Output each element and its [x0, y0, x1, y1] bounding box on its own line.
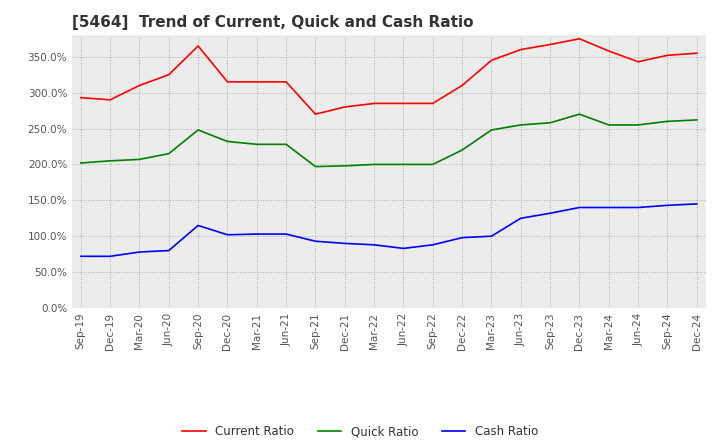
Current Ratio: [516, 47, 525, 52]
Current Ratio: [341, 104, 349, 110]
Current Ratio: [106, 97, 114, 103]
Current Ratio: [575, 36, 584, 41]
Quick Ratio: [370, 162, 379, 167]
Cash Ratio: [164, 248, 173, 253]
Quick Ratio: [458, 147, 467, 153]
Quick Ratio: [428, 162, 437, 167]
Cash Ratio: [428, 242, 437, 247]
Current Ratio: [663, 53, 672, 58]
Current Ratio: [634, 59, 642, 64]
Cash Ratio: [516, 216, 525, 221]
Current Ratio: [399, 101, 408, 106]
Cash Ratio: [341, 241, 349, 246]
Quick Ratio: [194, 127, 202, 132]
Current Ratio: [458, 83, 467, 88]
Cash Ratio: [605, 205, 613, 210]
Cash Ratio: [663, 203, 672, 208]
Cash Ratio: [546, 211, 554, 216]
Cash Ratio: [634, 205, 642, 210]
Quick Ratio: [575, 111, 584, 117]
Quick Ratio: [282, 142, 290, 147]
Cash Ratio: [76, 254, 85, 259]
Quick Ratio: [341, 163, 349, 169]
Cash Ratio: [311, 238, 320, 244]
Quick Ratio: [106, 158, 114, 164]
Quick Ratio: [311, 164, 320, 169]
Current Ratio: [164, 72, 173, 77]
Current Ratio: [194, 43, 202, 48]
Cash Ratio: [282, 231, 290, 237]
Cash Ratio: [370, 242, 379, 247]
Text: [5464]  Trend of Current, Quick and Cash Ratio: [5464] Trend of Current, Quick and Cash …: [72, 15, 474, 30]
Cash Ratio: [575, 205, 584, 210]
Cash Ratio: [106, 254, 114, 259]
Cash Ratio: [223, 232, 232, 238]
Current Ratio: [76, 95, 85, 100]
Current Ratio: [282, 79, 290, 84]
Line: Quick Ratio: Quick Ratio: [81, 114, 697, 167]
Current Ratio: [546, 42, 554, 47]
Quick Ratio: [546, 120, 554, 125]
Cash Ratio: [135, 249, 144, 255]
Current Ratio: [311, 111, 320, 117]
Line: Current Ratio: Current Ratio: [81, 39, 697, 114]
Current Ratio: [253, 79, 261, 84]
Quick Ratio: [605, 122, 613, 128]
Quick Ratio: [164, 151, 173, 156]
Cash Ratio: [399, 246, 408, 251]
Cash Ratio: [194, 223, 202, 228]
Current Ratio: [428, 101, 437, 106]
Quick Ratio: [487, 127, 496, 132]
Quick Ratio: [135, 157, 144, 162]
Quick Ratio: [223, 139, 232, 144]
Quick Ratio: [76, 160, 85, 165]
Current Ratio: [135, 83, 144, 88]
Quick Ratio: [253, 142, 261, 147]
Quick Ratio: [516, 122, 525, 128]
Cash Ratio: [458, 235, 467, 240]
Current Ratio: [223, 79, 232, 84]
Current Ratio: [605, 48, 613, 54]
Cash Ratio: [693, 201, 701, 206]
Quick Ratio: [399, 162, 408, 167]
Quick Ratio: [634, 122, 642, 128]
Quick Ratio: [693, 117, 701, 123]
Quick Ratio: [663, 119, 672, 124]
Line: Cash Ratio: Cash Ratio: [81, 204, 697, 257]
Legend: Current Ratio, Quick Ratio, Cash Ratio: Current Ratio, Quick Ratio, Cash Ratio: [177, 421, 543, 440]
Cash Ratio: [487, 234, 496, 239]
Cash Ratio: [253, 231, 261, 237]
Current Ratio: [693, 51, 701, 56]
Current Ratio: [487, 58, 496, 63]
Current Ratio: [370, 101, 379, 106]
